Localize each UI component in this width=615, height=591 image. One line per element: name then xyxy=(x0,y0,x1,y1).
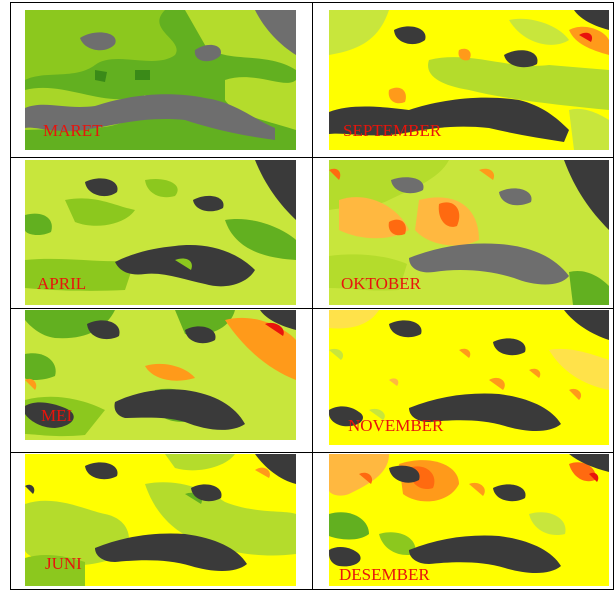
panel-label-oktober: OKTOBER xyxy=(341,274,421,293)
panel-label-desember: DESEMBER xyxy=(339,565,430,584)
map-juni xyxy=(25,454,296,586)
map-mei xyxy=(25,310,296,440)
panel-label-april: APRIL xyxy=(37,274,87,293)
grid-divider-row-2 xyxy=(11,308,613,309)
grid-divider-vertical xyxy=(312,3,313,589)
panel-label-november: NOVEMBER xyxy=(348,416,444,435)
map-panel-april: APRIL xyxy=(25,160,296,305)
map-desember xyxy=(329,454,609,586)
panel-label-juni: JUNI xyxy=(45,554,82,573)
map-panel-mei: MEI xyxy=(25,310,296,440)
map-april xyxy=(25,160,296,305)
map-panel-juni: JUNI xyxy=(25,454,296,586)
map-maret xyxy=(25,10,296,150)
panel-label-mei: MEI xyxy=(41,406,73,425)
map-oktober xyxy=(329,160,609,305)
map-november xyxy=(329,310,609,445)
grid-divider-row-1 xyxy=(11,157,613,158)
map-panel-september: SEPTEMBER xyxy=(329,10,609,150)
grid-divider-row-3 xyxy=(11,452,613,453)
map-panel-november: NOVEMBER xyxy=(329,310,609,445)
panel-label-september: SEPTEMBER xyxy=(343,121,442,140)
map-september xyxy=(329,10,609,150)
map-panel-oktober: OKTOBER xyxy=(329,160,609,305)
map-panel-maret: MARET xyxy=(25,10,296,150)
panel-label-maret: MARET xyxy=(43,121,103,140)
map-panel-desember: DESEMBER xyxy=(329,454,609,586)
map-figure-grid xyxy=(10,2,614,590)
